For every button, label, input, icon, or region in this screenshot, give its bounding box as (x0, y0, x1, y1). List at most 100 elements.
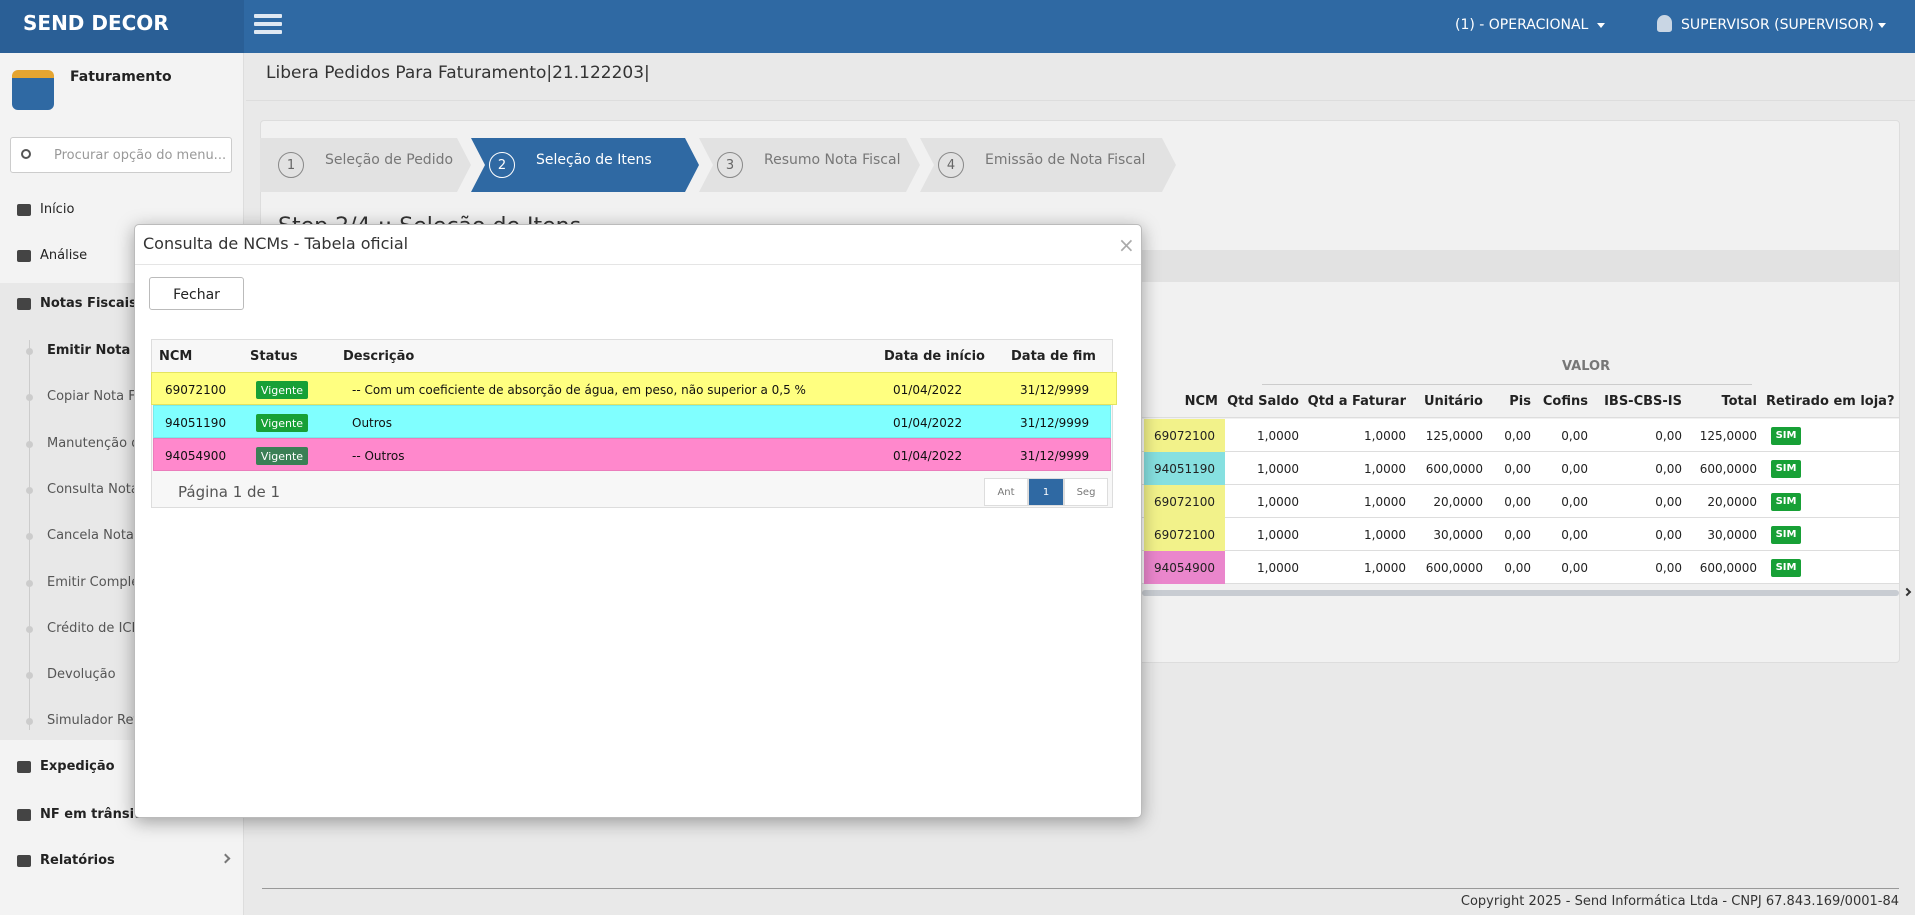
menu-icon (17, 298, 31, 310)
status-text: Vigente (260, 417, 304, 430)
status-badge: Vigente (256, 381, 308, 399)
title-divider (246, 100, 1915, 101)
submenu-item[interactable]: Consulta Nota F (47, 481, 151, 497)
column-header: Status (250, 349, 298, 364)
badge: SIM (1771, 493, 1801, 511)
table-row[interactable]: 69072100 Vigente -- Com um coeficiente de … (151, 372, 1117, 405)
step-circle (278, 152, 304, 178)
step-circle (489, 152, 515, 178)
cell: 1,0000 (1257, 561, 1299, 575)
column-header: Total (1721, 394, 1757, 409)
cell: -- Outros (352, 449, 405, 463)
page-info: Página 1 de 1 (178, 483, 281, 501)
cell: 31/12/9999 (1020, 449, 1090, 463)
cell: 31/12/9999 (1020, 383, 1090, 397)
badge-text: SIM (1775, 529, 1797, 540)
column-header: Qtd Saldo (1227, 394, 1299, 409)
menu-item[interactable]: Início (40, 202, 75, 217)
close-button[interactable]: Fechar (149, 277, 244, 310)
cell: 0,00 (1561, 429, 1588, 443)
caret (1597, 23, 1605, 28)
cell: 31/12/9999 (1020, 416, 1090, 430)
cell: 600,0000 (1425, 462, 1483, 476)
step-label: Seleção de Pedido (325, 152, 454, 168)
submenu-item[interactable]: Cancela Nota Fis (47, 528, 155, 544)
menu-icon (17, 809, 31, 821)
cell: 1,0000 (1364, 528, 1406, 542)
cell: 30,0000 (1707, 528, 1757, 542)
cell: 69072100 (165, 383, 227, 397)
cell: 0,00 (1561, 561, 1588, 575)
ncm-cell (1144, 419, 1225, 452)
submenu-dot (26, 533, 33, 541)
submenu-item[interactable]: Copiar Nota Fisc (47, 389, 153, 405)
table-row[interactable]: 94054900 Vigente -- Outros 01/04/2022 31/12/… (153, 438, 1111, 471)
cell: 1,0000 (1257, 429, 1299, 443)
cell: 0,00 (1655, 561, 1682, 575)
menu-item[interactable]: Análise (40, 248, 88, 263)
user-menu[interactable]: SUPERVISOR (SUPERVISOR) (1681, 17, 1874, 33)
step-number: 2 (497, 158, 507, 173)
cell: 600,0000 (1699, 462, 1757, 476)
ncm-cell (1144, 485, 1225, 518)
column-header: Cofins (1542, 394, 1588, 409)
column-header: Data de fim (1011, 349, 1096, 364)
cell: 125,0000 (1699, 429, 1757, 443)
group-header: VALOR (1562, 359, 1611, 374)
ncm-table: NCM Status Descrição Data de início Data de … (151, 339, 1117, 508)
search-box[interactable]: Procurar opção do menu... (10, 137, 232, 173)
cell: 94051190 (165, 416, 227, 430)
submenu-dot (26, 625, 33, 633)
page-button[interactable]: Seg (1064, 478, 1108, 506)
menu-item[interactable]: NF em trânsito (40, 807, 150, 822)
column-header: Retirado em loja? (1766, 394, 1895, 409)
group-underline (1262, 384, 1752, 385)
step-circle (938, 152, 964, 178)
menu-toggle-bar (254, 22, 282, 26)
cell: 0,00 (1655, 462, 1682, 476)
submenu-dot (26, 440, 33, 448)
badge-text: SIM (1775, 496, 1797, 507)
cell: 1,0000 (1257, 462, 1299, 476)
cell: 1,0000 (1364, 561, 1406, 575)
submenu-item[interactable]: Crédito de ICMS (47, 620, 151, 636)
menu-toggle[interactable] (254, 14, 282, 36)
modal-close[interactable]: × (1118, 233, 1135, 257)
modal: Consulta de NCMs - Tabela oficial × Fechar… (134, 224, 1142, 818)
menu-item[interactable]: Expedição (40, 759, 115, 774)
user-icon (1657, 15, 1672, 32)
status-badge: Vigente (256, 414, 308, 432)
menu-item[interactable]: Relatórios (40, 853, 115, 868)
cell: 20,0000 (1433, 495, 1483, 509)
brand-area (0, 0, 244, 53)
submenu-dot (26, 579, 33, 587)
menu-icon (17, 250, 31, 262)
page-button[interactable]: Ant (984, 478, 1028, 506)
company-selector[interactable]: (1) - OPERACIONAL (1455, 17, 1589, 33)
profile-icon (12, 70, 54, 110)
page-button-label: Ant (997, 487, 1015, 498)
submenu-item[interactable]: Simulador Refor (47, 713, 152, 729)
top-bar (0, 0, 1915, 53)
submenu-item[interactable]: Emitir Complem (47, 574, 152, 590)
modal-divider (135, 264, 1141, 265)
page-button[interactable]: 1 (1028, 478, 1064, 506)
submenu-item[interactable]: Devolução (47, 667, 116, 683)
cell: 1,0000 (1257, 528, 1299, 542)
table-row[interactable]: 94051190 Vigente Outros 01/04/2022 31/12/999… (153, 405, 1111, 438)
submenu-item[interactable]: Manutenção de (47, 435, 148, 451)
badge-text: SIM (1775, 430, 1797, 441)
scroll-arrow[interactable] (1902, 587, 1912, 597)
menu-toggle-bar (254, 30, 282, 34)
cell: 20,0000 (1707, 495, 1757, 509)
cell: 600,0000 (1699, 561, 1757, 575)
status-text: Vigente (260, 450, 304, 463)
cell: 0,00 (1504, 429, 1531, 443)
menu-icon (17, 204, 31, 216)
cell: 94051190 (1153, 462, 1216, 476)
page-button-label: Seg (1076, 487, 1096, 498)
cell: 69072100 (1153, 429, 1216, 443)
menu-item[interactable]: Notas Fiscais (40, 296, 137, 311)
cell: 94054900 (165, 449, 227, 463)
brand: SEND DECOR (23, 11, 169, 35)
